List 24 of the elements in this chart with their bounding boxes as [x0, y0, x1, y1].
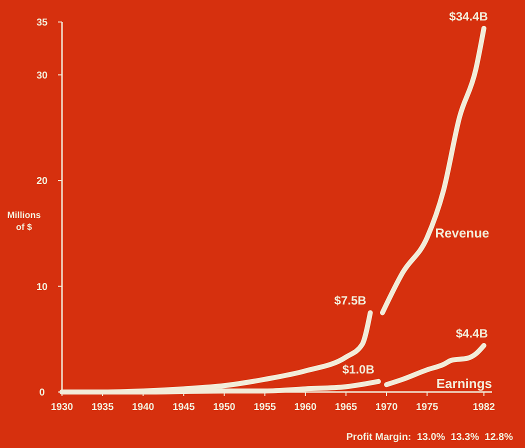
- text: Profit Margin: 13.0% 13.3% 12.8%: [346, 432, 514, 443]
- series-label: Earnings: [436, 376, 492, 391]
- x-tick-label: 1935: [91, 402, 114, 413]
- x-tick-label: 1940: [132, 402, 155, 413]
- y-tick-label: 20: [36, 176, 48, 188]
- y-tick-label: 30: [36, 70, 48, 82]
- x-tick-label: 1930: [50, 402, 74, 413]
- annotation: $34.4B: [449, 9, 488, 24]
- x-tick-label: 1945: [172, 402, 196, 413]
- x-tick-label: 1950: [213, 402, 236, 413]
- y-axis-title: Millions of $: [7, 210, 41, 232]
- x-tick-label: 1975: [416, 402, 439, 413]
- series-label: Revenue: [435, 226, 490, 241]
- x-tick-label: 1965: [334, 402, 358, 413]
- y-tick-label: 0: [39, 388, 46, 398]
- annotation: $1.0B: [342, 362, 375, 376]
- x-tick-label: 1982: [472, 402, 496, 413]
- x-tick-label: 1970: [375, 402, 398, 413]
- y-tick-label: 35: [36, 18, 48, 28]
- annotation: $4.4B: [456, 326, 488, 340]
- y-tick-label: 10: [36, 282, 48, 293]
- annotation: $7.5B: [334, 294, 367, 308]
- x-tick-label: 1960: [294, 402, 317, 413]
- x-tick-label: 1955: [254, 402, 276, 413]
